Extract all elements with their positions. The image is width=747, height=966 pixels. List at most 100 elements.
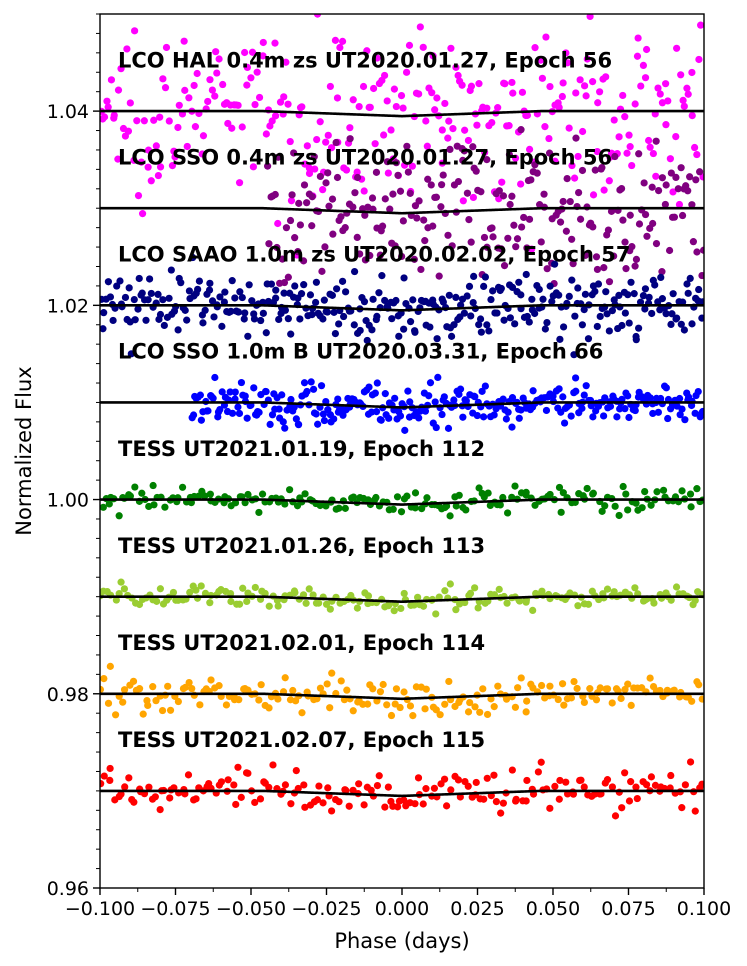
data-point xyxy=(271,39,279,47)
data-point xyxy=(436,711,444,719)
data-point xyxy=(649,149,657,158)
data-point xyxy=(480,795,488,803)
data-point xyxy=(667,169,675,177)
data-point xyxy=(230,781,238,789)
data-point xyxy=(607,207,616,215)
data-point xyxy=(238,123,246,131)
data-point xyxy=(222,701,231,709)
data-point xyxy=(356,250,364,258)
data-point xyxy=(201,306,209,314)
data-point xyxy=(554,695,562,704)
data-point xyxy=(605,278,614,286)
data-point xyxy=(584,335,593,343)
data-point xyxy=(134,192,143,200)
series-label: LCO HAL 0.4m zs UT2020.01.27, Epoch 56 xyxy=(118,48,612,72)
data-point xyxy=(389,505,397,513)
data-point xyxy=(330,415,338,423)
data-point xyxy=(392,102,400,111)
data-point xyxy=(227,597,235,606)
data-point xyxy=(455,491,463,499)
data-point xyxy=(322,138,330,146)
data-point xyxy=(673,314,681,322)
data-point xyxy=(208,86,216,94)
data-point xyxy=(290,403,298,411)
data-point xyxy=(201,589,210,598)
data-point xyxy=(301,803,309,811)
data-point xyxy=(472,167,480,175)
data-point xyxy=(605,177,613,185)
data-point xyxy=(313,14,322,18)
data-point xyxy=(669,290,677,298)
data-point xyxy=(469,298,477,307)
data-point xyxy=(684,187,692,195)
data-point xyxy=(324,784,332,792)
data-point xyxy=(411,328,419,336)
data-point xyxy=(406,398,414,406)
data-point xyxy=(523,244,531,252)
data-point xyxy=(454,776,463,784)
data-point xyxy=(606,402,615,410)
data-point xyxy=(167,266,175,274)
data-point xyxy=(432,706,440,714)
data-point xyxy=(431,398,439,406)
data-point xyxy=(625,319,633,327)
series-label: TESS UT2021.01.26, Epoch 113 xyxy=(118,534,485,558)
data-point xyxy=(572,89,580,97)
data-point xyxy=(548,297,556,306)
data-point xyxy=(632,783,640,791)
data-point xyxy=(438,181,446,189)
data-point xyxy=(603,776,612,784)
data-point xyxy=(632,255,641,263)
data-point xyxy=(103,97,111,105)
data-point xyxy=(396,703,404,712)
data-point xyxy=(578,404,586,412)
data-point xyxy=(186,588,194,596)
data-point xyxy=(648,309,656,318)
data-point xyxy=(683,280,691,288)
data-point xyxy=(678,804,686,812)
data-point xyxy=(338,37,347,45)
data-point xyxy=(633,794,641,803)
data-point xyxy=(368,194,377,202)
data-point xyxy=(622,490,630,498)
data-point xyxy=(138,289,146,297)
data-point xyxy=(698,271,704,280)
data-point xyxy=(546,804,554,812)
data-point xyxy=(621,309,629,317)
data-point xyxy=(337,213,345,221)
data-point xyxy=(686,758,695,766)
data-point xyxy=(190,81,198,90)
data-point xyxy=(294,248,302,256)
data-point xyxy=(641,487,649,496)
data-point xyxy=(503,509,512,517)
data-point xyxy=(531,161,539,169)
data-point xyxy=(189,253,197,262)
data-point xyxy=(319,799,327,807)
data-point xyxy=(563,59,571,67)
data-point xyxy=(323,308,331,316)
data-point xyxy=(624,392,632,400)
data-point xyxy=(625,413,633,422)
data-point xyxy=(199,132,208,140)
data-point xyxy=(205,286,214,294)
data-point xyxy=(396,412,405,420)
data-point xyxy=(479,413,488,421)
data-point xyxy=(126,99,134,107)
data-point xyxy=(662,121,670,129)
data-point xyxy=(305,164,313,172)
data-point xyxy=(466,698,474,707)
data-point xyxy=(372,493,380,502)
data-point xyxy=(531,309,539,318)
data-point xyxy=(156,806,164,814)
data-point xyxy=(262,387,270,396)
data-point xyxy=(278,255,286,263)
data-point xyxy=(601,502,609,510)
data-point xyxy=(210,313,218,321)
data-point xyxy=(398,252,406,261)
data-point xyxy=(691,596,699,605)
data-point xyxy=(534,768,542,776)
data-point xyxy=(463,292,471,300)
data-point xyxy=(221,288,229,296)
data-point xyxy=(586,14,594,21)
data-point xyxy=(672,583,681,591)
